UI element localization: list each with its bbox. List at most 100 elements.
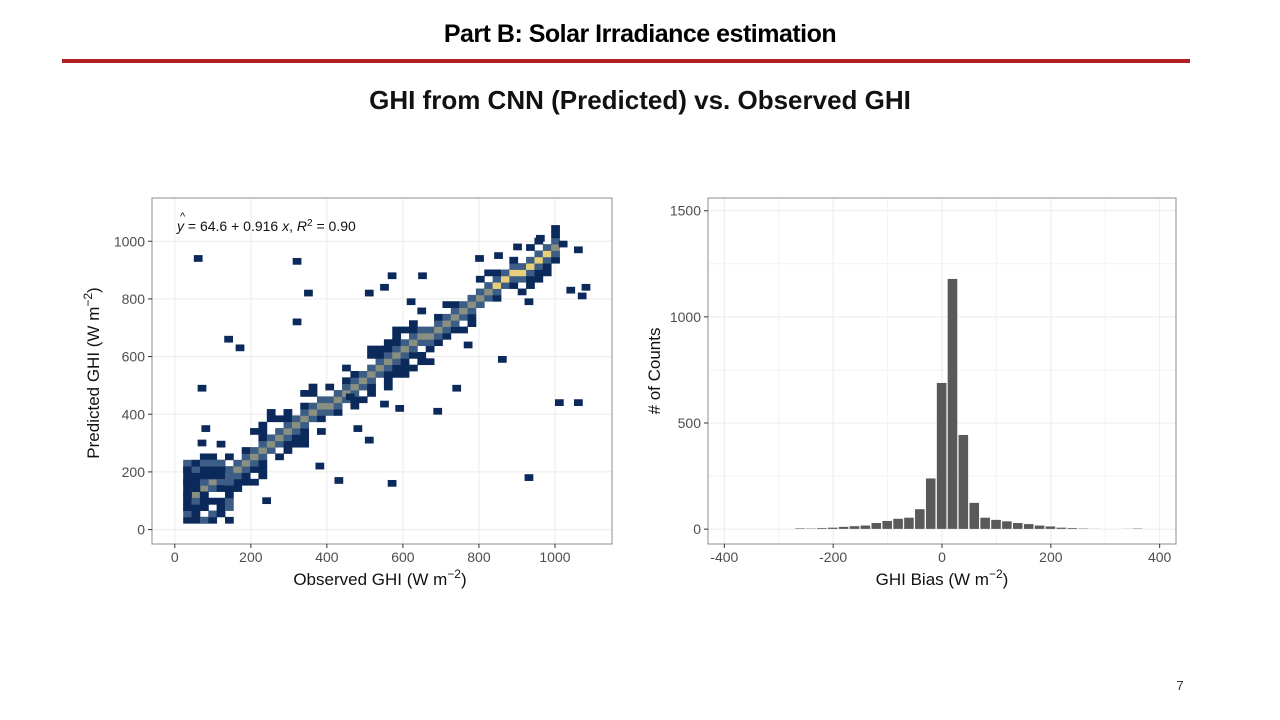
scatter-bin xyxy=(224,516,234,524)
slide-title: Part B: Solar Irradiance estimation xyxy=(443,20,837,48)
scatter-bin xyxy=(183,485,192,492)
scatter-bin xyxy=(375,345,385,353)
annotation-xvar: x xyxy=(281,218,290,234)
scatter-panel-border xyxy=(151,197,613,545)
scatter-bin xyxy=(534,250,544,258)
scatter-bin xyxy=(492,288,502,296)
scatter-bin xyxy=(558,240,568,248)
scatter-bin xyxy=(526,263,535,270)
scatter-bin xyxy=(275,453,284,461)
scatter-bin xyxy=(551,244,560,251)
histogram-x-axis-label: GHI Bias (W m−2) xyxy=(876,567,1009,589)
scatter-bin xyxy=(300,409,310,416)
histogram-x-tick-label: 0 xyxy=(938,549,946,565)
scatter-heatmap-chart: 0 200 400 600 800 1000 0 200 400 600 800 1000 y = 6… xyxy=(81,197,613,589)
scatter-xlabel-close: ) xyxy=(461,570,467,589)
scatter-bin xyxy=(383,345,393,353)
scatter-bin xyxy=(509,282,519,289)
scatter-bin xyxy=(364,289,374,297)
scatter-bin xyxy=(375,351,385,359)
scatter-bin xyxy=(224,478,234,486)
scatter-bin xyxy=(459,326,468,334)
scatter-bin xyxy=(199,459,209,467)
scatter-bin xyxy=(283,421,293,429)
scatter-bin xyxy=(233,478,243,486)
scatter-bin xyxy=(266,440,276,448)
scatter-bin xyxy=(417,339,427,347)
scatter-bin xyxy=(224,504,234,511)
scatter-bin xyxy=(208,516,218,524)
scatter-bin xyxy=(183,478,192,486)
scatter-bin xyxy=(542,263,552,270)
scatter-bin xyxy=(342,390,351,397)
scatter-bin xyxy=(258,472,268,480)
scatter-bin xyxy=(524,474,534,481)
scatter-bin xyxy=(300,428,310,435)
scatter-bin xyxy=(201,425,211,432)
scatter-bin xyxy=(494,252,503,259)
scatter-bin xyxy=(283,440,293,448)
histogram-bar xyxy=(925,477,937,530)
scatter-x-tick-label: 1000 xyxy=(539,549,570,565)
scatter-bin xyxy=(258,434,268,442)
scatter-bin xyxy=(358,383,368,391)
scatter-bins xyxy=(183,225,591,524)
scatter-bin xyxy=(191,504,201,511)
scatter-bin xyxy=(283,409,293,416)
scatter-bin xyxy=(350,402,360,410)
scatter-bin xyxy=(509,275,519,283)
scatter-bin xyxy=(450,326,460,334)
scatter-bin xyxy=(208,478,218,486)
scatter-bin xyxy=(417,307,427,315)
scatter-bin xyxy=(392,326,402,334)
scatter-bin xyxy=(216,459,226,467)
scatter-bin xyxy=(241,447,251,454)
scatter-bin xyxy=(308,409,318,416)
scatter-bin xyxy=(551,225,560,232)
scatter-bin xyxy=(191,478,201,486)
scatter-bin xyxy=(367,364,376,372)
scatter-bin xyxy=(316,402,326,410)
scatter-bin xyxy=(258,447,268,454)
scatter-bin xyxy=(316,409,326,416)
histogram-bar xyxy=(1001,520,1013,530)
scatter-bin xyxy=(208,497,218,505)
scatter-bin xyxy=(342,383,351,391)
scatter-bin xyxy=(275,434,284,442)
scatter-bin xyxy=(224,491,234,499)
bias-histogram-chart: -400 -200 0 200 400 0 500 1000 1500 GHI Bias (W … xyxy=(645,197,1177,589)
scatter-bin xyxy=(191,466,201,473)
scatter-bin xyxy=(551,256,560,264)
histogram-bar xyxy=(1034,525,1045,530)
scatter-bin xyxy=(258,421,268,429)
scatter-bin xyxy=(417,326,427,334)
scatter-y-axis-label: Predicted GHI (W m−2) xyxy=(81,287,103,458)
scatter-bin xyxy=(283,415,293,423)
scatter-bin xyxy=(380,283,389,291)
annotation-r: R xyxy=(297,218,307,234)
scatter-bin xyxy=(345,393,355,401)
scatter-bin xyxy=(334,477,344,484)
histogram-bar xyxy=(805,528,817,530)
scatter-bin xyxy=(183,459,192,467)
scatter-bin xyxy=(513,243,522,251)
scatter-bin xyxy=(534,275,544,283)
scatter-bin xyxy=(325,383,335,391)
scatter-bin xyxy=(408,332,418,340)
scatter-bin xyxy=(191,516,201,524)
scatter-bin xyxy=(367,351,376,359)
scatter-bin xyxy=(208,459,218,467)
scatter-bin xyxy=(573,246,583,254)
scatter-bin xyxy=(358,371,368,378)
scatter-bin xyxy=(524,298,534,306)
histogram-bar xyxy=(914,508,926,530)
scatter-bin xyxy=(434,326,443,334)
scatter-bin xyxy=(300,421,310,429)
scatter-x-tick-label: 800 xyxy=(467,549,491,565)
scatter-bin xyxy=(216,504,226,511)
scatter-bin xyxy=(573,399,583,406)
scatter-bin xyxy=(183,472,192,480)
scatter-bin xyxy=(358,377,368,385)
scatter-bin xyxy=(475,275,485,283)
scatter-bin xyxy=(208,453,218,461)
